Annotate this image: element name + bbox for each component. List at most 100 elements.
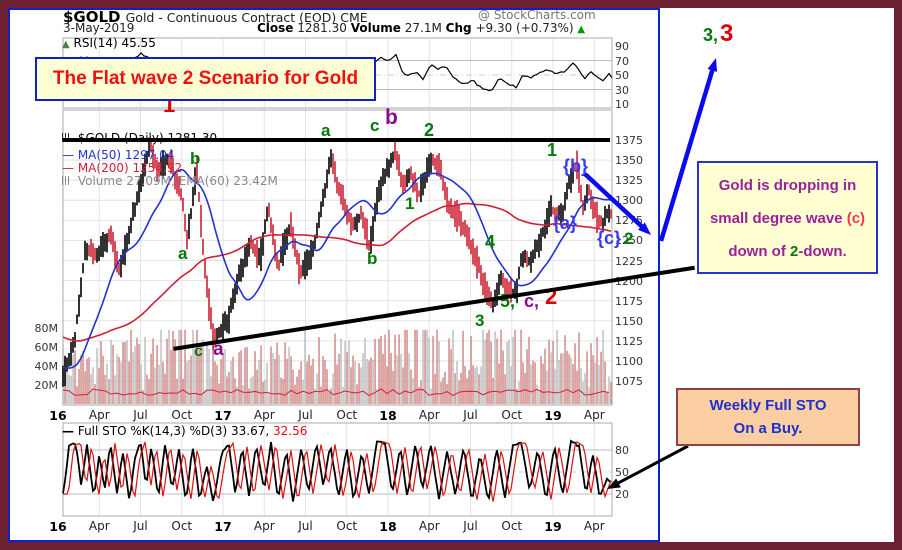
- up-arrow-icon: ▲: [577, 24, 586, 35]
- sto-axis-label: 20: [615, 488, 629, 501]
- main-x-axis-label: 19: [544, 408, 562, 423]
- main-x-axis-label: Oct: [501, 408, 523, 422]
- wave-c-callout: Gold is dropping in small degree wave (c…: [697, 161, 878, 274]
- main-x-axis-label: Apr: [583, 408, 605, 422]
- flat-wave-text: The Flat wave 2 Scenario for Gold: [52, 68, 359, 89]
- wave-label: 2: [424, 120, 435, 140]
- volume-axis-label: 20M: [34, 379, 59, 392]
- price-axis-label: 1250: [615, 234, 643, 248]
- price-axis-label: 1350: [615, 154, 643, 168]
- wave-label: 2: [624, 229, 634, 248]
- sto-x-axis-label: Apr: [253, 519, 275, 533]
- rsi-axis-label: 50: [615, 69, 629, 82]
- rsi-axis-label: 10: [615, 98, 629, 111]
- flat-wave-callout: The Flat wave 2 Scenario for Gold: [35, 57, 376, 101]
- main-x-axis-label: Apr: [418, 408, 440, 422]
- weekly-sto-callout: Weekly Full STO On a Buy.: [676, 388, 860, 446]
- price-axis-label: 1100: [615, 354, 643, 368]
- chg-label: Chg: [445, 21, 472, 35]
- main-x-axis-label: Apr: [253, 408, 275, 422]
- sto-callout-line2: On a Buy.: [733, 420, 803, 437]
- rsi-axis-label: 30: [615, 83, 629, 97]
- sto-d-value: 32.56: [273, 424, 308, 438]
- price-axis-label: 1300: [615, 194, 643, 208]
- volume-value: 27.1M: [404, 21, 442, 35]
- sto-axis-label: 80: [615, 444, 629, 457]
- wave-label: b: [385, 106, 398, 129]
- sto-x-axis-label: Apr: [88, 519, 110, 533]
- sto-line-icon: —: [62, 424, 74, 438]
- callout-line3: down of 2-down.: [728, 243, 847, 260]
- callout-line2: small degree wave (c): [709, 210, 866, 227]
- three-three-label: 3,3: [703, 20, 733, 48]
- price-axis-label: 1125: [615, 334, 643, 348]
- close-value: 1281.30: [297, 21, 347, 35]
- three-green: 3,: [703, 25, 719, 45]
- wave-label: a: [321, 121, 331, 140]
- sto-x-axis-label: Oct: [501, 519, 523, 533]
- chart-header-line1: $GOLD Gold - Continuous Contract (EOD) C…: [63, 7, 368, 26]
- main-x-axis-label: Jul: [298, 408, 313, 422]
- chg-value: +9.30 (+0.73%): [475, 21, 574, 35]
- sto-x-axis-label: 16: [49, 519, 67, 534]
- volume-label: Volume: [350, 21, 401, 35]
- main-legend-ma200: — MA(200) 1254.92: [62, 161, 183, 175]
- three-red: 3: [720, 20, 734, 47]
- symbol: $GOLD: [63, 8, 121, 26]
- sto-x-axis-label: Jul: [463, 519, 478, 533]
- wave-label: c,: [524, 291, 540, 311]
- wave-label: 1: [405, 194, 415, 213]
- sto-x-axis-label: Apr: [583, 519, 605, 533]
- wave-label: c: [194, 343, 203, 360]
- wave-label: {c}: [597, 228, 622, 248]
- main-x-axis-label: Oct: [336, 408, 358, 422]
- price-axis-label: 1075: [615, 375, 643, 388]
- symbol-title: Gold - Continuous Contract (EOD) CME: [125, 10, 368, 25]
- main-x-axis-label: 18: [379, 408, 397, 423]
- price-axis-label: 1375: [615, 134, 643, 147]
- sto-x-axis-label: Oct: [171, 519, 193, 533]
- wave-label: 4: [485, 232, 496, 252]
- main-x-axis-label: Oct: [171, 408, 193, 422]
- ma50-line-icon: —: [62, 148, 74, 162]
- sto-callout-line1: Weekly Full STO: [709, 397, 827, 414]
- main-legend-volume: Volume 27.09M, EMA(60) 23.42M: [62, 174, 278, 188]
- sto-legend: — Full STO %K(14,3) %D(3) 33.67, 32.56: [62, 424, 307, 438]
- sto-x-axis-label: Oct: [336, 519, 358, 533]
- candles-icon: [62, 133, 71, 142]
- rsi-area-icon: ▲: [62, 39, 70, 50]
- sto-axis-label: 50: [615, 466, 629, 479]
- wave-label: c: [370, 116, 380, 135]
- rsi-axis-label: 90: [615, 40, 629, 53]
- rsi-legend-text: RSI(14) 45.55: [73, 36, 156, 50]
- sto-x-axis-label: Jul: [298, 519, 313, 533]
- wave-label: a: [178, 244, 188, 263]
- sto-x-axis-label: 17: [214, 519, 232, 534]
- price-axis-label: 1325: [615, 174, 643, 188]
- wave-label: {b}: [563, 156, 589, 176]
- wave-label: {a}: [553, 213, 578, 233]
- wave-label: b: [190, 149, 201, 168]
- main-x-axis-label: 17: [214, 408, 232, 423]
- main-x-axis-label: Apr: [88, 408, 110, 422]
- chart-date: 3-May-2019: [63, 21, 135, 35]
- source-credit: @ StockCharts.com: [478, 8, 596, 22]
- sto-x-axis-label: Jul: [133, 519, 148, 533]
- ma200-line-icon: —: [62, 161, 74, 175]
- close-label: Close: [257, 21, 294, 35]
- wave-label: 3: [475, 311, 485, 330]
- sto-legend-text: Full STO %K(14,3) %D(3) 33.67,: [77, 424, 270, 438]
- price-axis-label: 1225: [615, 254, 643, 268]
- price-axis-label: 1175: [615, 294, 643, 308]
- volume-bars-icon: [62, 176, 71, 185]
- volume-axis-label: 40M: [34, 360, 59, 373]
- wave-label: a: [213, 339, 224, 360]
- rsi-axis-label: 70: [615, 54, 629, 68]
- sto-x-axis-label: Apr: [418, 519, 440, 533]
- wave-label: 1: [547, 140, 558, 160]
- sto-x-axis-label: 18: [379, 519, 397, 534]
- main-x-axis-label: Jul: [133, 408, 148, 422]
